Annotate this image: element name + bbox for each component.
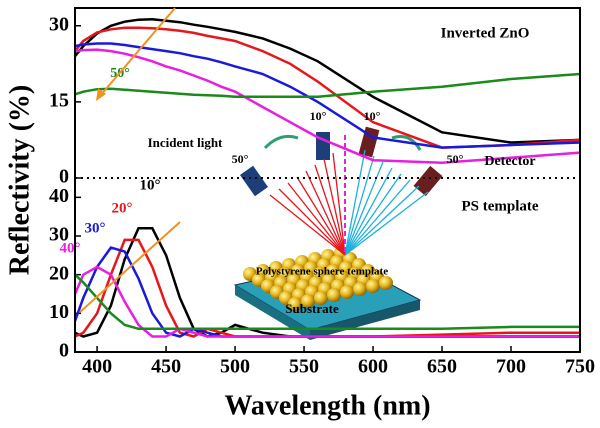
plot-frame [74, 7, 581, 353]
y-tick-label: 0 [59, 166, 69, 188]
sphere [340, 285, 354, 299]
sphere [353, 282, 367, 296]
sphere [288, 297, 302, 311]
reflected-ray [344, 155, 375, 256]
line-series [73, 265, 580, 338]
y-tick-label: 30 [49, 13, 69, 35]
x-tick-label: 700 [496, 356, 526, 378]
line-series [74, 48, 581, 165]
incident-ray [278, 188, 346, 256]
sphere [366, 279, 380, 293]
x-tick-label: 500 [220, 356, 250, 378]
x-tick-label: 750 [565, 356, 595, 378]
incident-ray [314, 164, 346, 256]
y-tick-label: 15 [49, 89, 69, 111]
reflected-ray [344, 185, 420, 256]
annotation: 30° [85, 220, 106, 236]
reflected-ray [344, 167, 393, 256]
inset-diagram [233, 126, 443, 340]
reflected-ray [344, 191, 429, 256]
incident-ray [287, 182, 346, 256]
y-tick-label: 40 [49, 185, 69, 207]
incident-ray [296, 176, 346, 256]
line-series [74, 273, 580, 331]
reflected-ray [344, 179, 411, 256]
detector-box [358, 126, 380, 158]
rotate-arrow [391, 135, 422, 151]
x-tick-label: 600 [358, 356, 388, 378]
incident-ray [305, 170, 346, 256]
inset-label: 50° [447, 152, 464, 166]
x-tick-label: 650 [427, 356, 457, 378]
y-axis-label: Reflectivity (%) [4, 85, 35, 275]
rays [269, 149, 429, 256]
line-series [74, 26, 581, 149]
line-series [74, 72, 581, 99]
y-tick-label: 20 [49, 262, 69, 284]
x-tick-label: 400 [82, 356, 112, 378]
inset-label: 50° [232, 152, 249, 166]
source-box [239, 165, 269, 197]
sphere [314, 291, 328, 305]
arrow-head [96, 88, 106, 101]
arrow [79, 221, 181, 313]
line-series [74, 42, 581, 149]
inset-label: Detector [484, 154, 535, 169]
y-tick-label: 10 [49, 301, 69, 323]
sphere-array [243, 246, 393, 311]
reflected-ray [344, 173, 402, 256]
incident-ray [332, 152, 346, 256]
incident-ray [269, 194, 346, 256]
x-axis-label: Wavelength (nm) [224, 390, 430, 421]
incident-ray [323, 158, 346, 256]
x-tick-label: 550 [289, 356, 319, 378]
y-tick-label: 0 [59, 340, 69, 362]
annotation: Inverted ZnO [441, 25, 530, 41]
x-tick-label: 450 [151, 356, 181, 378]
y-tick-label: 30 [49, 224, 69, 246]
reflected-ray [344, 149, 366, 256]
annotation: 40° [60, 240, 81, 256]
sphere [327, 288, 341, 302]
inset-label: Incident light [148, 135, 223, 150]
sphere [301, 294, 315, 308]
line-series [74, 17, 581, 144]
sphere [379, 276, 393, 290]
rotate-arrow [263, 134, 299, 150]
inset-label: Substrate [285, 301, 339, 316]
inset-label: Polystyrene sphere template [256, 266, 388, 278]
substrate-side [235, 285, 310, 340]
annotation: PS template [461, 198, 538, 214]
arrow [99, 7, 176, 97]
inset-label: 10° [310, 109, 327, 123]
annotation: 20° [112, 200, 133, 216]
detector-box [413, 165, 443, 197]
inset-label: 10° [364, 109, 381, 123]
annotation: 10° [140, 177, 161, 193]
